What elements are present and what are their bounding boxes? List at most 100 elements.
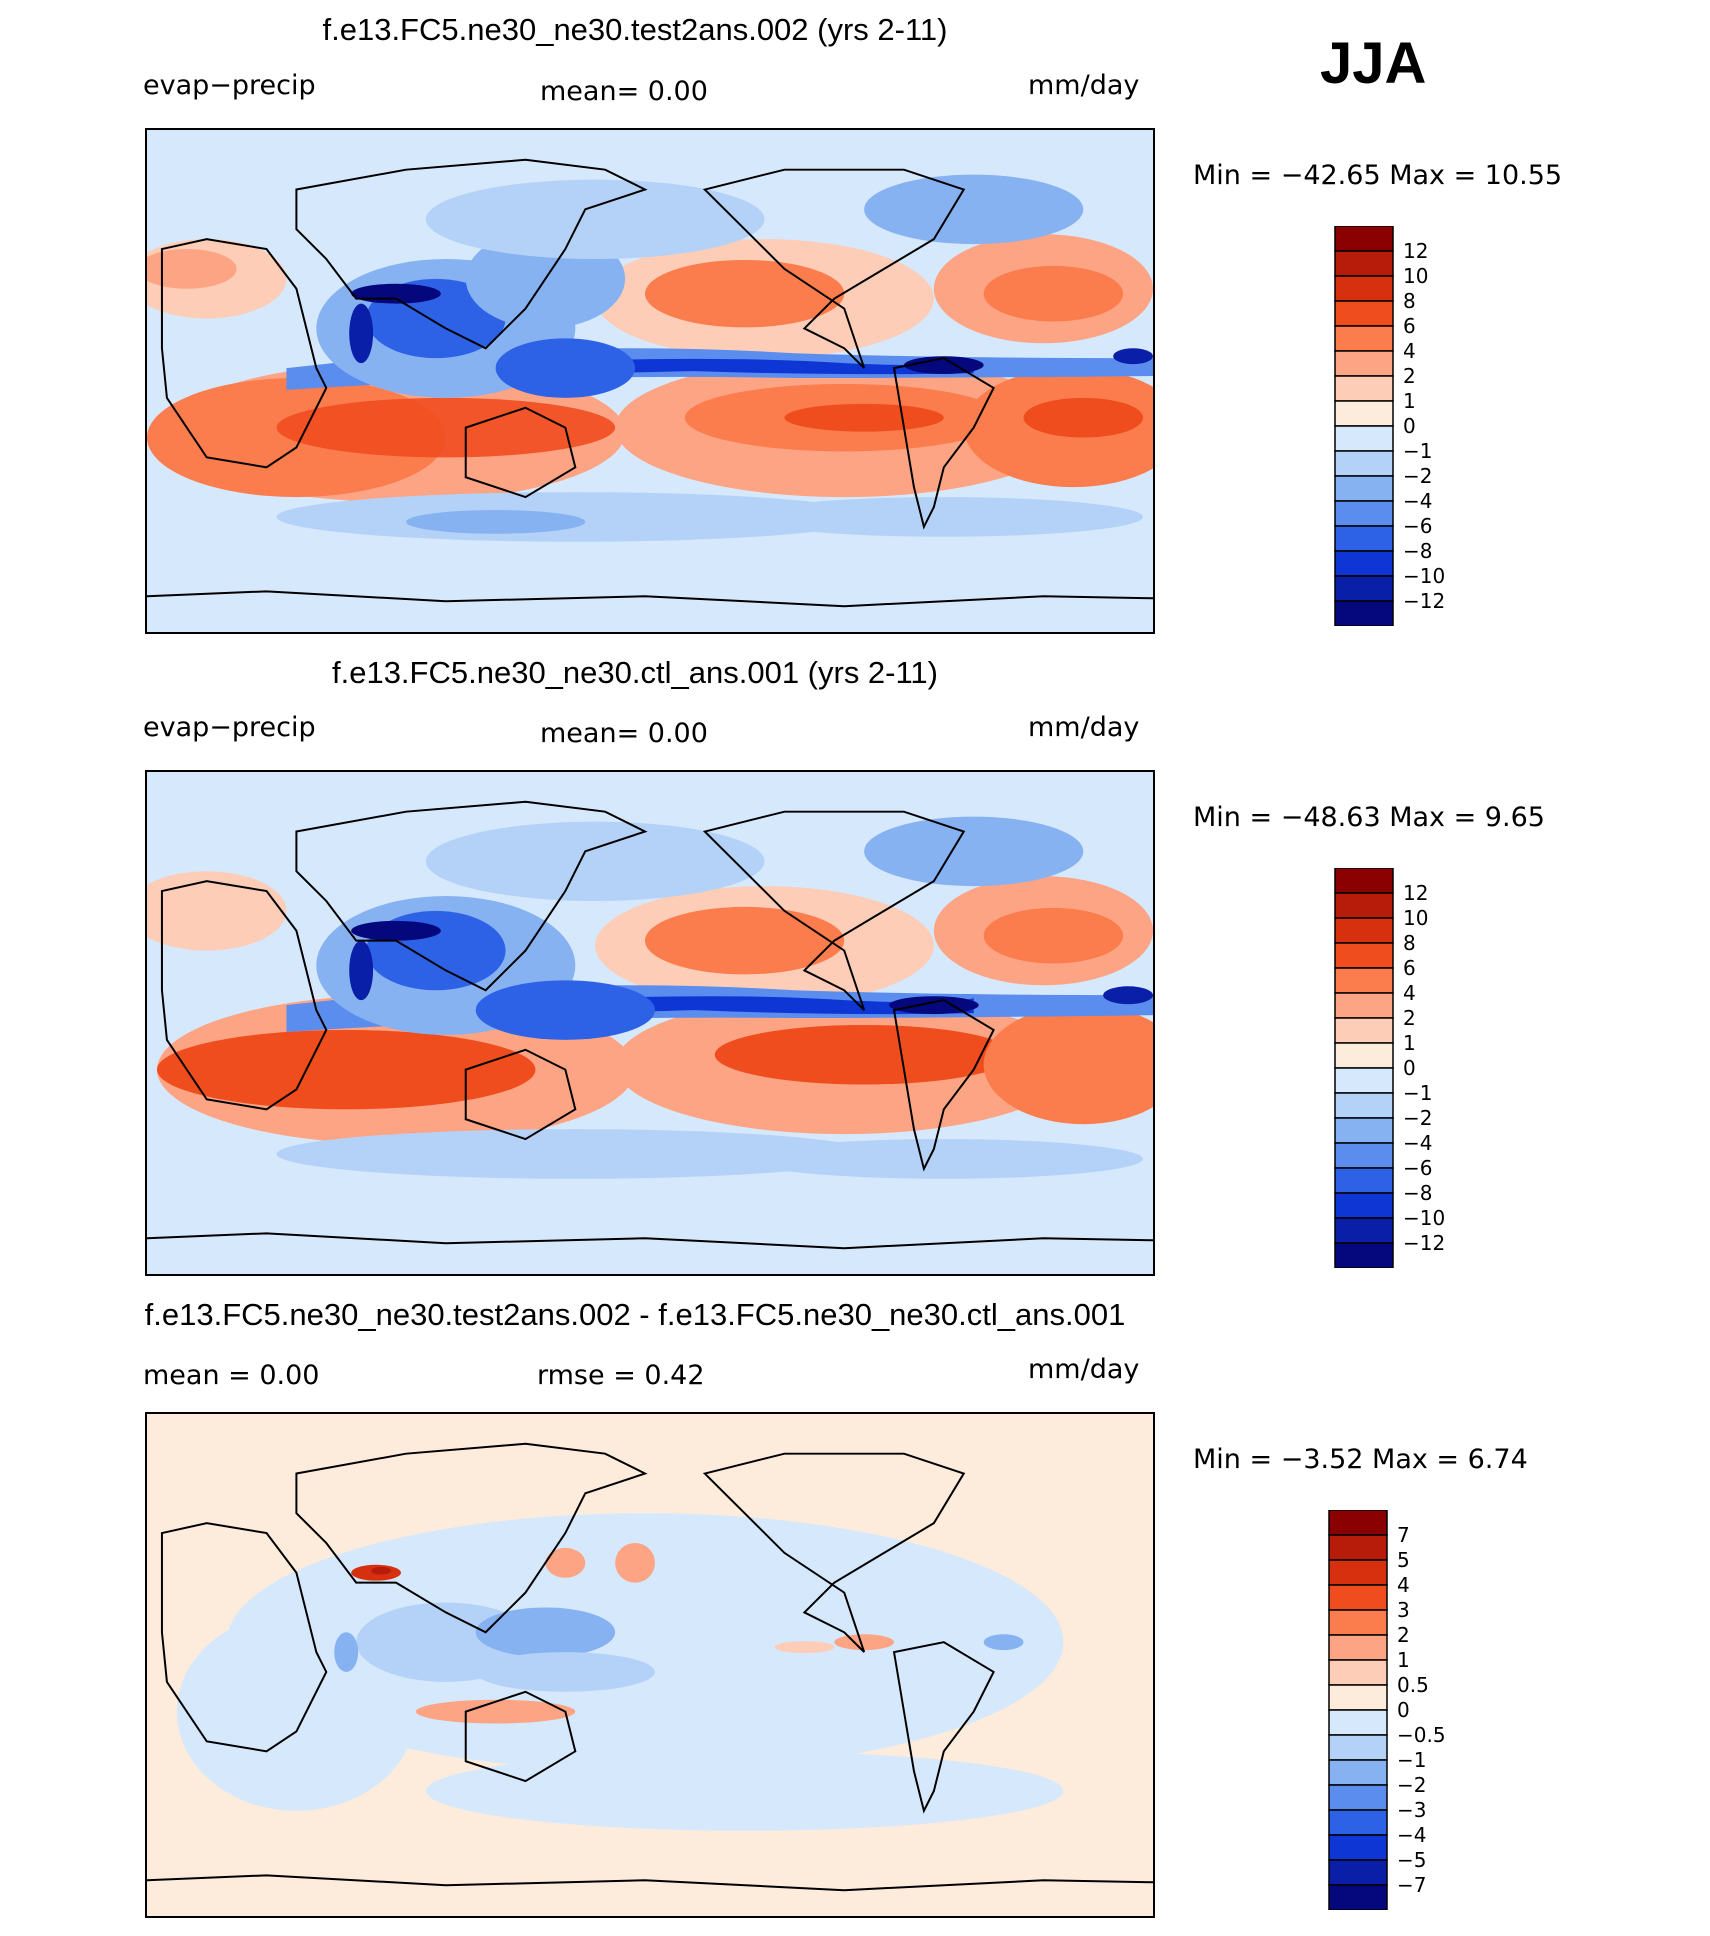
panel2-coastlines bbox=[147, 800, 1153, 1250]
colorbar-swatch bbox=[1334, 1117, 1394, 1144]
colorbar-swatch bbox=[1334, 600, 1394, 626]
colorbar-tick-label: 2 bbox=[1397, 1623, 1410, 1647]
colorbar-tick-label: 1 bbox=[1403, 389, 1416, 413]
colorbar-swatch bbox=[1334, 1192, 1394, 1219]
colorbar-swatch bbox=[1334, 1217, 1394, 1244]
panel1-mean-label: mean= 0.00 bbox=[540, 76, 708, 107]
colorbar-swatch bbox=[1334, 967, 1394, 994]
colorbar-tick-label: 3 bbox=[1397, 1598, 1410, 1622]
colorbar-tick-label: 0 bbox=[1397, 1698, 1410, 1722]
colorbar-tick-label: 4 bbox=[1397, 1573, 1410, 1597]
colorbar-tick-label: 6 bbox=[1403, 314, 1416, 338]
colorbar-swatch bbox=[1328, 1534, 1388, 1561]
colorbar-tick-label: −4 bbox=[1403, 1131, 1432, 1155]
panel1-units-label: mm/day bbox=[1028, 70, 1140, 101]
colorbar-swatch bbox=[1334, 325, 1394, 352]
colorbar-swatch bbox=[1334, 275, 1394, 302]
colorbar-tick-label: −12 bbox=[1403, 589, 1445, 613]
colorbar-swatch bbox=[1328, 1684, 1388, 1711]
colorbar-tick-label: 4 bbox=[1403, 339, 1416, 363]
panel3-map bbox=[145, 1412, 1155, 1918]
panel1-min-max: Min = −42.65 Max = 10.55 bbox=[1193, 160, 1563, 191]
colorbar-swatch bbox=[1334, 1017, 1394, 1044]
panel3-rmse-label: rmse = 0.42 bbox=[537, 1360, 705, 1391]
colorbar-tick-label: −6 bbox=[1403, 1156, 1432, 1180]
colorbar-tick-label: −4 bbox=[1403, 489, 1432, 513]
colorbar-swatch bbox=[1334, 475, 1394, 502]
colorbar-tick-label: 12 bbox=[1403, 239, 1428, 263]
colorbar-swatch bbox=[1334, 425, 1394, 452]
colorbar-tick-label: 0.5 bbox=[1397, 1673, 1429, 1697]
colorbar-tick-label: −1 bbox=[1397, 1748, 1426, 1772]
colorbar-swatch bbox=[1334, 1142, 1394, 1169]
colorbar-tick-label: 10 bbox=[1403, 906, 1428, 930]
colorbar-tick-label: 12 bbox=[1403, 881, 1428, 905]
colorbar-swatch bbox=[1334, 892, 1394, 919]
colorbar-tick-label: −12 bbox=[1403, 1231, 1445, 1255]
colorbar-swatch bbox=[1334, 992, 1394, 1019]
panel2-title: f.e13.FC5.ne30_ne30.ctl_ans.001 (yrs 2-1… bbox=[331, 655, 938, 690]
colorbar-swatch bbox=[1328, 1809, 1388, 1836]
colorbar-tick-label: 10 bbox=[1403, 264, 1428, 288]
colorbar-swatch bbox=[1328, 1759, 1388, 1786]
panel3-mean-label: mean = 0.00 bbox=[143, 1360, 320, 1391]
colorbar-swatch bbox=[1328, 1734, 1388, 1761]
panel1-title: f.e13.FC5.ne30_ne30.test2ans.002 (yrs 2-… bbox=[322, 12, 948, 47]
colorbar-tick-label: 1 bbox=[1403, 1031, 1416, 1055]
colorbar-tick-label: −1 bbox=[1403, 439, 1432, 463]
colorbar-tick-label: −6 bbox=[1403, 514, 1432, 538]
colorbar-swatch bbox=[1334, 1242, 1394, 1268]
colorbar-swatch bbox=[1334, 500, 1394, 527]
colorbar-tick-label: −2 bbox=[1397, 1773, 1426, 1797]
panel2-field bbox=[147, 816, 1153, 1179]
colorbar-tick-label: −1 bbox=[1403, 1081, 1432, 1105]
colorbar-swatch bbox=[1328, 1884, 1388, 1910]
colorbar-swatch bbox=[1328, 1609, 1388, 1636]
colorbar-swatch bbox=[1334, 400, 1394, 427]
colorbar-swatch bbox=[1334, 1167, 1394, 1194]
colorbar-tick-label: 2 bbox=[1403, 364, 1416, 388]
panel3-coastlines bbox=[147, 1442, 1153, 1892]
panel3-field bbox=[176, 1513, 1064, 1831]
colorbar-swatch bbox=[1328, 1784, 1388, 1811]
colorbar-swatch bbox=[1334, 942, 1394, 969]
colorbar-tick-label: −10 bbox=[1403, 564, 1445, 588]
colorbar-swatch bbox=[1328, 1659, 1388, 1686]
panel3-units-label: mm/day bbox=[1028, 1354, 1140, 1385]
colorbar-swatch bbox=[1334, 300, 1394, 327]
colorbar-tick-label: 0 bbox=[1403, 414, 1416, 438]
colorbar-tick-label: −8 bbox=[1403, 1181, 1432, 1205]
colorbar-tick-label: −0.5 bbox=[1397, 1723, 1446, 1747]
panel2-units-label: mm/day bbox=[1028, 712, 1140, 743]
colorbar-tick-label: −4 bbox=[1397, 1823, 1426, 1847]
colorbar-tick-label: 4 bbox=[1403, 981, 1416, 1005]
colorbar-swatch bbox=[1328, 1559, 1388, 1586]
colorbar-swatch bbox=[1328, 1834, 1388, 1861]
panel1-coastlines bbox=[147, 158, 1153, 608]
panel2-mean-label: mean= 0.00 bbox=[540, 718, 708, 749]
colorbar-swatch bbox=[1334, 917, 1394, 944]
colorbar-tick-label: −2 bbox=[1403, 1106, 1432, 1130]
colorbar-tick-label: 8 bbox=[1403, 931, 1416, 955]
panel2-map bbox=[145, 770, 1155, 1276]
panel3-min-max: Min = −3.52 Max = 6.74 bbox=[1193, 1444, 1528, 1475]
panel2-variable-label: evap−precip bbox=[143, 712, 316, 743]
colorbar-swatch bbox=[1328, 1859, 1388, 1886]
colorbar-tick-label: −10 bbox=[1403, 1206, 1445, 1230]
colorbar-swatch bbox=[1334, 1067, 1394, 1094]
colorbar-tick-label: 2 bbox=[1403, 1006, 1416, 1030]
colorbar-tick-label: −8 bbox=[1403, 539, 1432, 563]
panel3-title: f.e13.FC5.ne30_ne30.test2ans.002 - f.e13… bbox=[144, 1297, 1126, 1332]
colorbar-tick-label: 1 bbox=[1397, 1648, 1410, 1672]
colorbar-swatch bbox=[1328, 1584, 1388, 1611]
panel1-variable-label: evap−precip bbox=[143, 70, 316, 101]
colorbar-swatch bbox=[1334, 450, 1394, 477]
colorbar-swatch bbox=[1334, 350, 1394, 377]
colorbar-tick-label: −3 bbox=[1397, 1798, 1426, 1822]
colorbar-tick-label: 0 bbox=[1403, 1056, 1416, 1080]
colorbar-tick-label: 7 bbox=[1397, 1523, 1410, 1547]
colorbar-swatch bbox=[1334, 550, 1394, 577]
colorbar-tick-label: −5 bbox=[1397, 1848, 1426, 1872]
